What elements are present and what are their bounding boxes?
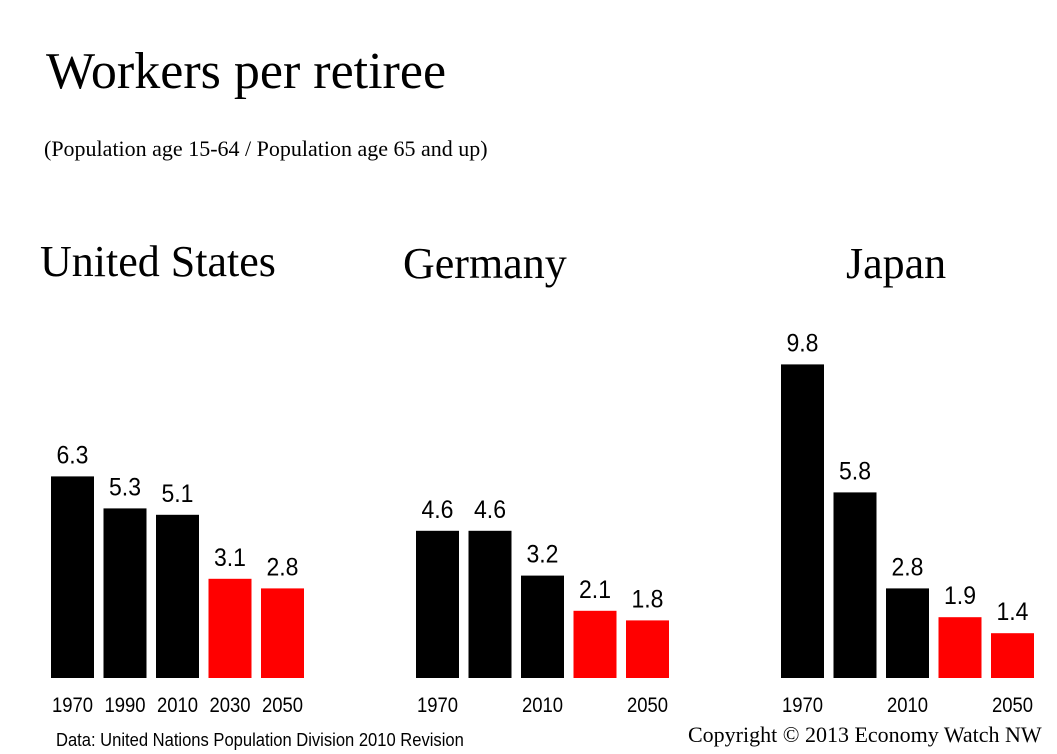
tick-label-united-states-2030: 2030: [209, 694, 250, 717]
bar-united-states-1990: [103, 508, 147, 678]
tick-label-germany-2010: 2010: [522, 694, 563, 717]
bar-japan-1970: [781, 364, 824, 678]
data-label-united-states-2010: 5.1: [162, 480, 194, 508]
data-label-germany-2010: 3.2: [527, 541, 559, 569]
data-label-united-states-1990: 5.3: [109, 474, 141, 502]
data-label-japan-2050: 1.4: [997, 598, 1029, 626]
copyright-note: Copyright © 2013 Economy Watch NW: [688, 722, 1042, 747]
data-label-united-states-2030: 3.1: [214, 544, 246, 572]
chart-subtitle: (Population age 15-64 / Population age 6…: [44, 136, 488, 161]
bar-united-states-2050: [261, 588, 304, 678]
data-label-germany-1990: 4.6: [474, 496, 506, 524]
bar-united-states-2010: [156, 514, 199, 678]
tick-label-germany-2050: 2050: [627, 694, 668, 717]
data-label-japan-2010: 2.8: [892, 554, 924, 582]
tick-label-united-states-1970: 1970: [52, 694, 93, 717]
data-label-japan-1990: 5.8: [839, 458, 871, 486]
data-label-japan-2030: 1.9: [944, 582, 976, 610]
data-label-united-states-2050: 2.8: [267, 554, 299, 582]
data-label-germany-2030: 2.1: [579, 576, 611, 604]
tick-label-japan-2050: 2050: [992, 694, 1033, 717]
data-label-germany-2050: 1.8: [632, 586, 664, 614]
tick-label-japan-2010: 2010: [887, 694, 928, 717]
panel-title-japan: Japan: [846, 239, 947, 288]
bar-germany-1990: [468, 530, 512, 678]
panel-germany: 4.6 1970 4.6 3.2 2010 2.1 1.8 2050: [416, 496, 669, 717]
bar-japan-1990: [833, 492, 877, 678]
tick-label-united-states-2050: 2050: [262, 694, 303, 717]
bar-germany-2050: [626, 620, 669, 678]
data-label-united-states-1970: 6.3: [57, 442, 89, 470]
bar-germany-2030: [573, 610, 617, 678]
chart-title: Workers per retiree: [46, 43, 447, 100]
panel-title-united-states: United States: [40, 237, 276, 286]
tick-label-japan-1970: 1970: [782, 694, 823, 717]
panel-title-germany: Germany: [403, 239, 567, 288]
data-label-japan-1970: 9.8: [787, 330, 819, 358]
panel-united-states: 6.3 1970 5.3 1990 5.1 2010 3.1 2030 2.8 2050: [51, 442, 304, 717]
tick-label-united-states-1990: 1990: [104, 694, 145, 717]
bar-japan-2010: [886, 588, 929, 678]
panel-japan: 9.8 1970 5.8 2.8 2010 1.9 1.4 2050: [781, 330, 1034, 717]
bar-japan-2030: [938, 617, 982, 678]
bar-united-states-1970: [51, 476, 94, 678]
bar-united-states-2030: [208, 578, 252, 678]
bar-germany-2010: [521, 575, 564, 678]
data-label-germany-1970: 4.6: [422, 496, 454, 524]
source-note: Data: United Nations Population Division…: [56, 730, 464, 750]
tick-label-united-states-2010: 2010: [157, 694, 198, 717]
tick-label-germany-1970: 1970: [417, 694, 458, 717]
bar-japan-2050: [991, 633, 1034, 678]
bar-germany-1970: [416, 530, 459, 678]
